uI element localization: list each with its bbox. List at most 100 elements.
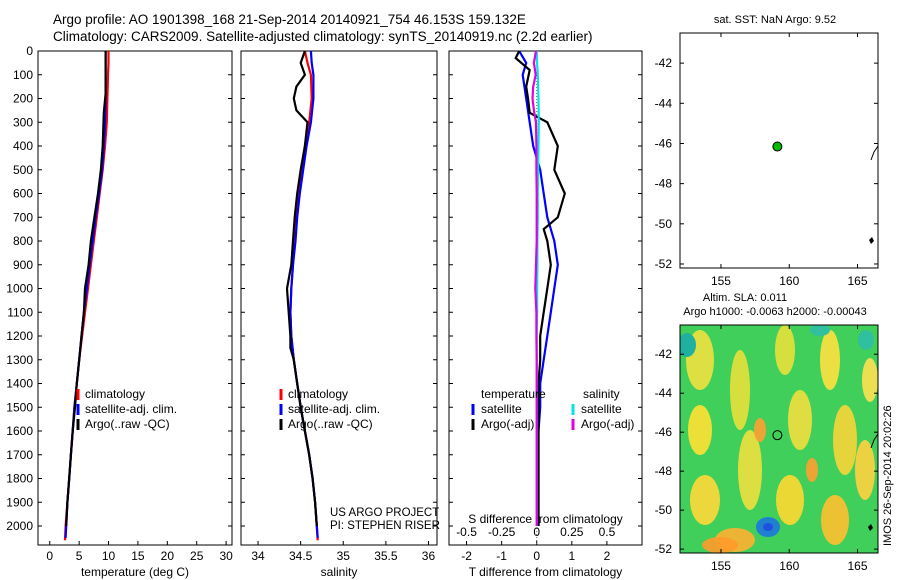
temperature-series-argo-raw-qc- xyxy=(65,51,107,527)
difference-xtick-label: -1 xyxy=(496,549,507,563)
depth-tick-label: 1600 xyxy=(6,424,33,438)
depth-tick-label: 1900 xyxy=(6,495,33,509)
sla-anomaly-patch xyxy=(833,405,857,475)
map_sla-frame xyxy=(679,324,879,554)
salinity-series-satellite-adj-clim- xyxy=(289,50,319,538)
salinity-xtick-label: 35 xyxy=(337,549,351,563)
sla-anomaly-patch xyxy=(702,537,738,553)
map_sst-lat-label: -46 xyxy=(655,136,673,150)
sla-anomaly-patch xyxy=(690,475,720,525)
salinity-difference-tick-label: -0.5 xyxy=(456,525,477,539)
salinity-series-climatology xyxy=(289,50,319,541)
imos-watermark: IMOS 26-Sep-2014 20:02:26 xyxy=(882,405,894,546)
map_sla-lon-label: 155 xyxy=(711,559,731,573)
difference-series-t-argo-adj- xyxy=(514,50,566,526)
map_sla-lat-label: -46 xyxy=(655,425,673,439)
sla-anomaly-patch xyxy=(820,330,840,390)
sla-anomaly-patch xyxy=(738,430,762,510)
project-label-line2: PI: STEPHEN RISER xyxy=(330,520,440,532)
temperature-xtick-label: 20 xyxy=(161,549,175,563)
salinity-difference-tick-label: 0.5 xyxy=(599,525,616,539)
sla-anomaly-patch xyxy=(776,475,804,525)
coastline-icon xyxy=(870,433,879,449)
salinity-xtick-label: 34 xyxy=(251,549,265,563)
map_sla-lat-label: -42 xyxy=(655,347,673,361)
figure-title-line1: Argo profile: AO 1901398_168 21-Sep-2014… xyxy=(53,12,526,27)
salinity-difference-axis-label: S difference from climatology xyxy=(468,512,623,526)
map_sla-lat-label: -50 xyxy=(655,503,673,517)
salinity-xtick-label: 35.5 xyxy=(374,549,398,563)
island-icon xyxy=(869,237,874,244)
temperature-xtick-label: 15 xyxy=(131,549,145,563)
sla-anomaly-patch xyxy=(775,325,795,375)
map_sst-frame xyxy=(679,32,879,269)
temperature-xtick-label: 30 xyxy=(219,549,233,563)
map_sla-lon-label: 160 xyxy=(779,559,799,573)
map_sla-lat-label: -44 xyxy=(655,386,673,400)
depth-tick-label: 1100 xyxy=(7,305,33,319)
difference-xtick-label: 2 xyxy=(604,549,611,563)
depth-tick-label: 0 xyxy=(26,44,33,58)
sla-anomaly-patch xyxy=(688,405,712,455)
depth-tick-label: 1000 xyxy=(6,282,33,296)
map_sla-lat-label: -52 xyxy=(655,542,673,556)
sla-anomaly-patch xyxy=(855,440,875,500)
sla-anomaly-patch xyxy=(806,458,818,482)
depth-tick-label: 300 xyxy=(13,115,33,129)
legend-label: satellite-adj. clim. xyxy=(85,402,177,416)
depth-tick-label: 100 xyxy=(13,68,33,82)
depth-tick-label: 1400 xyxy=(6,377,33,391)
legend-label: satellite xyxy=(481,402,522,416)
sla-anomaly-patch xyxy=(788,390,812,450)
salinity-difference-tick-label: 0 xyxy=(533,525,540,539)
difference-series-s-argo-adj- xyxy=(531,50,538,526)
sla-anomaly-patch xyxy=(730,350,750,430)
map_sst-lon-label: 160 xyxy=(779,274,799,288)
coastline-icon xyxy=(870,145,879,161)
depth-tick-label: 600 xyxy=(13,187,33,201)
salinity-plot-frame xyxy=(240,50,438,546)
depth-tick-label: 1800 xyxy=(6,472,33,486)
temperature-xtick-label: 25 xyxy=(190,549,204,563)
map_sst-lat-label: -48 xyxy=(655,177,673,191)
map_sst-lat-label: -52 xyxy=(655,257,673,271)
island-icon xyxy=(868,524,873,531)
depth-tick-label: 900 xyxy=(13,258,33,272)
depth-tick-label: 800 xyxy=(13,234,33,248)
legend-label: Argo(..raw -QC) xyxy=(288,417,373,431)
legend-label: satellite xyxy=(581,402,622,416)
salinity-difference-tick-label: 0.25 xyxy=(560,525,584,539)
sla-low-patch xyxy=(858,330,874,350)
sla-low-patch xyxy=(680,333,696,357)
depth-tick-label: 1300 xyxy=(6,353,33,367)
project-label-line1: US ARGO PROJECT xyxy=(330,507,439,519)
difference-plot-frame xyxy=(448,50,643,546)
difference-xtick-label: 0 xyxy=(533,549,540,563)
depth-tick-label: 1200 xyxy=(6,329,33,343)
map_sla-lat-label: -48 xyxy=(655,464,673,478)
legend-label: climatology xyxy=(85,387,145,401)
sla-anomaly-patch xyxy=(754,418,766,442)
salinity-series-argo-raw-qc- xyxy=(285,50,318,527)
salinity-difference-tick-label: -0.25 xyxy=(488,525,516,539)
depth-tick-label: 1500 xyxy=(6,400,33,414)
map_sst-lat-label: -42 xyxy=(655,56,673,70)
sla-heatmap-field xyxy=(680,325,878,553)
sla-anomaly-patch xyxy=(821,495,849,545)
map_sst-lat-label: -44 xyxy=(655,96,673,110)
depth-tick-label: 2000 xyxy=(6,519,33,533)
legend-label: Argo(-adj) xyxy=(581,417,634,431)
map_sla-lon-label: 165 xyxy=(848,559,868,573)
temperature-xlabel: temperature (deg C) xyxy=(81,565,189,579)
legend-heading-temperature: temperature xyxy=(481,387,546,401)
argo-position-marker xyxy=(772,141,783,152)
sst-map-title: sat. SST: NaN Argo: 9.52 xyxy=(714,14,836,26)
sla-map-title-line2: Argo h1000: -0.0063 h2000: -0.00043 xyxy=(683,306,866,318)
temperature-xtick-label: 0 xyxy=(46,549,53,563)
argo-position-marker xyxy=(772,430,783,441)
difference-xtick-label: 1 xyxy=(568,549,575,563)
map_sst-lat-label: -50 xyxy=(655,217,673,231)
depth-tick-label: 500 xyxy=(13,163,33,177)
temperature-xtick-label: 10 xyxy=(102,549,116,563)
